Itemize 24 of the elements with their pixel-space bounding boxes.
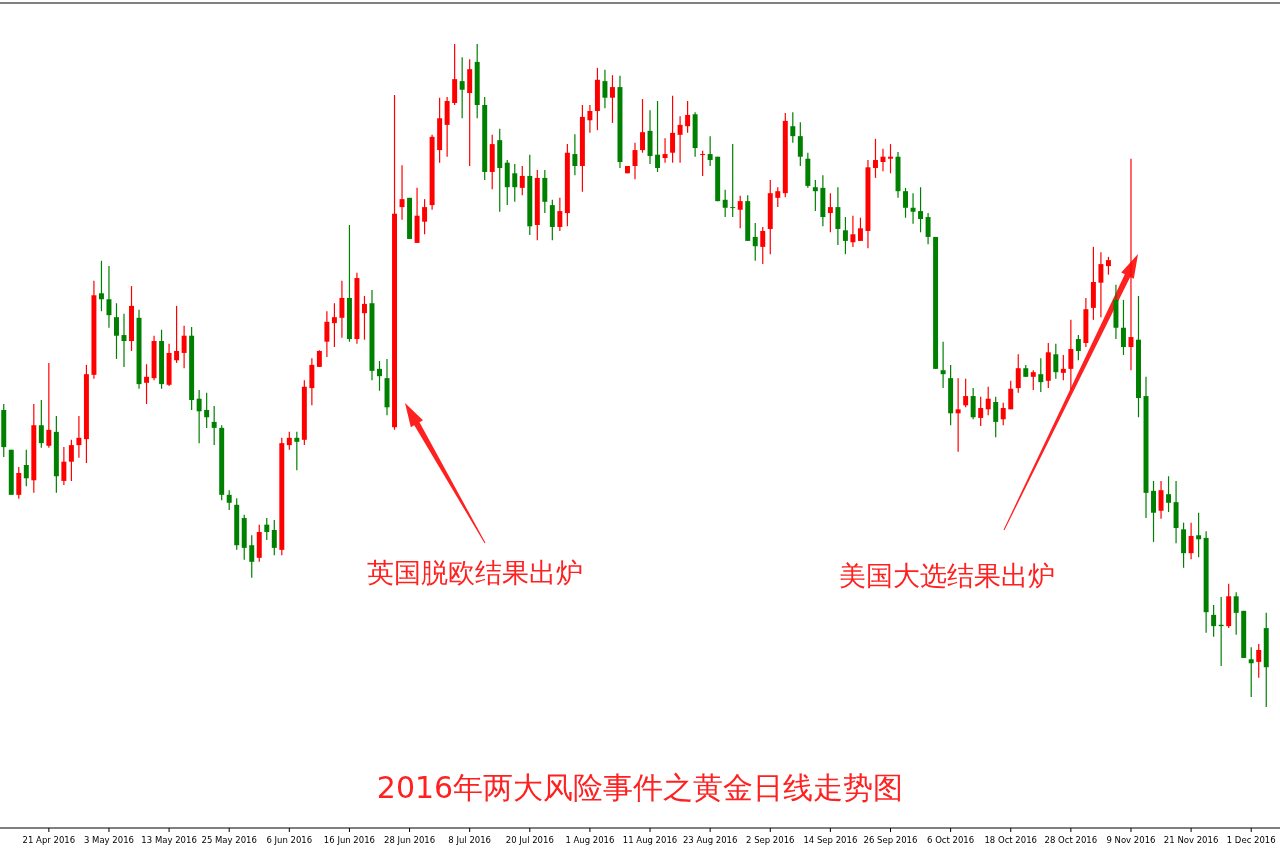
x-tick-label: 1 Dec 2016 <box>1226 835 1276 845</box>
x-tick-label: 20 Jul 2016 <box>505 835 554 845</box>
x-tick-label: 28 Oct 2016 <box>1044 835 1098 845</box>
x-tick-label: 8 Jul 2016 <box>448 835 492 845</box>
x-tick-label: 13 May 2016 <box>141 835 197 845</box>
x-tick-label: 21 Nov 2016 <box>1163 835 1219 845</box>
x-tick-label: 9 Nov 2016 <box>1106 835 1156 845</box>
x-tick-label: 21 Apr 2016 <box>22 835 76 845</box>
x-tick-label: 28 Jun 2016 <box>383 835 436 845</box>
x-tick-label: 11 Aug 2016 <box>622 835 678 845</box>
annotation: 美国大选结果出炉 <box>839 560 1055 591</box>
x-tick-label: 1 Aug 2016 <box>565 835 615 845</box>
x-tick-label: 6 Oct 2016 <box>927 835 975 845</box>
annotation: 英国脱欧结果出炉 <box>367 557 583 588</box>
x-tick-label: 18 Oct 2016 <box>984 835 1038 845</box>
x-tick-label: 14 Sep 2016 <box>803 835 858 845</box>
x-tick-label: 2 Sep 2016 <box>746 835 795 845</box>
x-tick-label: 3 May 2016 <box>83 835 134 845</box>
x-tick-label: 6 Jun 2016 <box>266 835 313 845</box>
x-tick-label: 16 Jun 2016 <box>323 835 376 845</box>
text: 2016年两大风险事件之黄金日线走势图 <box>376 770 904 805</box>
x-tick-label: 25 May 2016 <box>201 835 257 845</box>
x-tick-label: 26 Sep 2016 <box>863 835 918 845</box>
x-tick-label: 23 Aug 2016 <box>682 835 738 845</box>
